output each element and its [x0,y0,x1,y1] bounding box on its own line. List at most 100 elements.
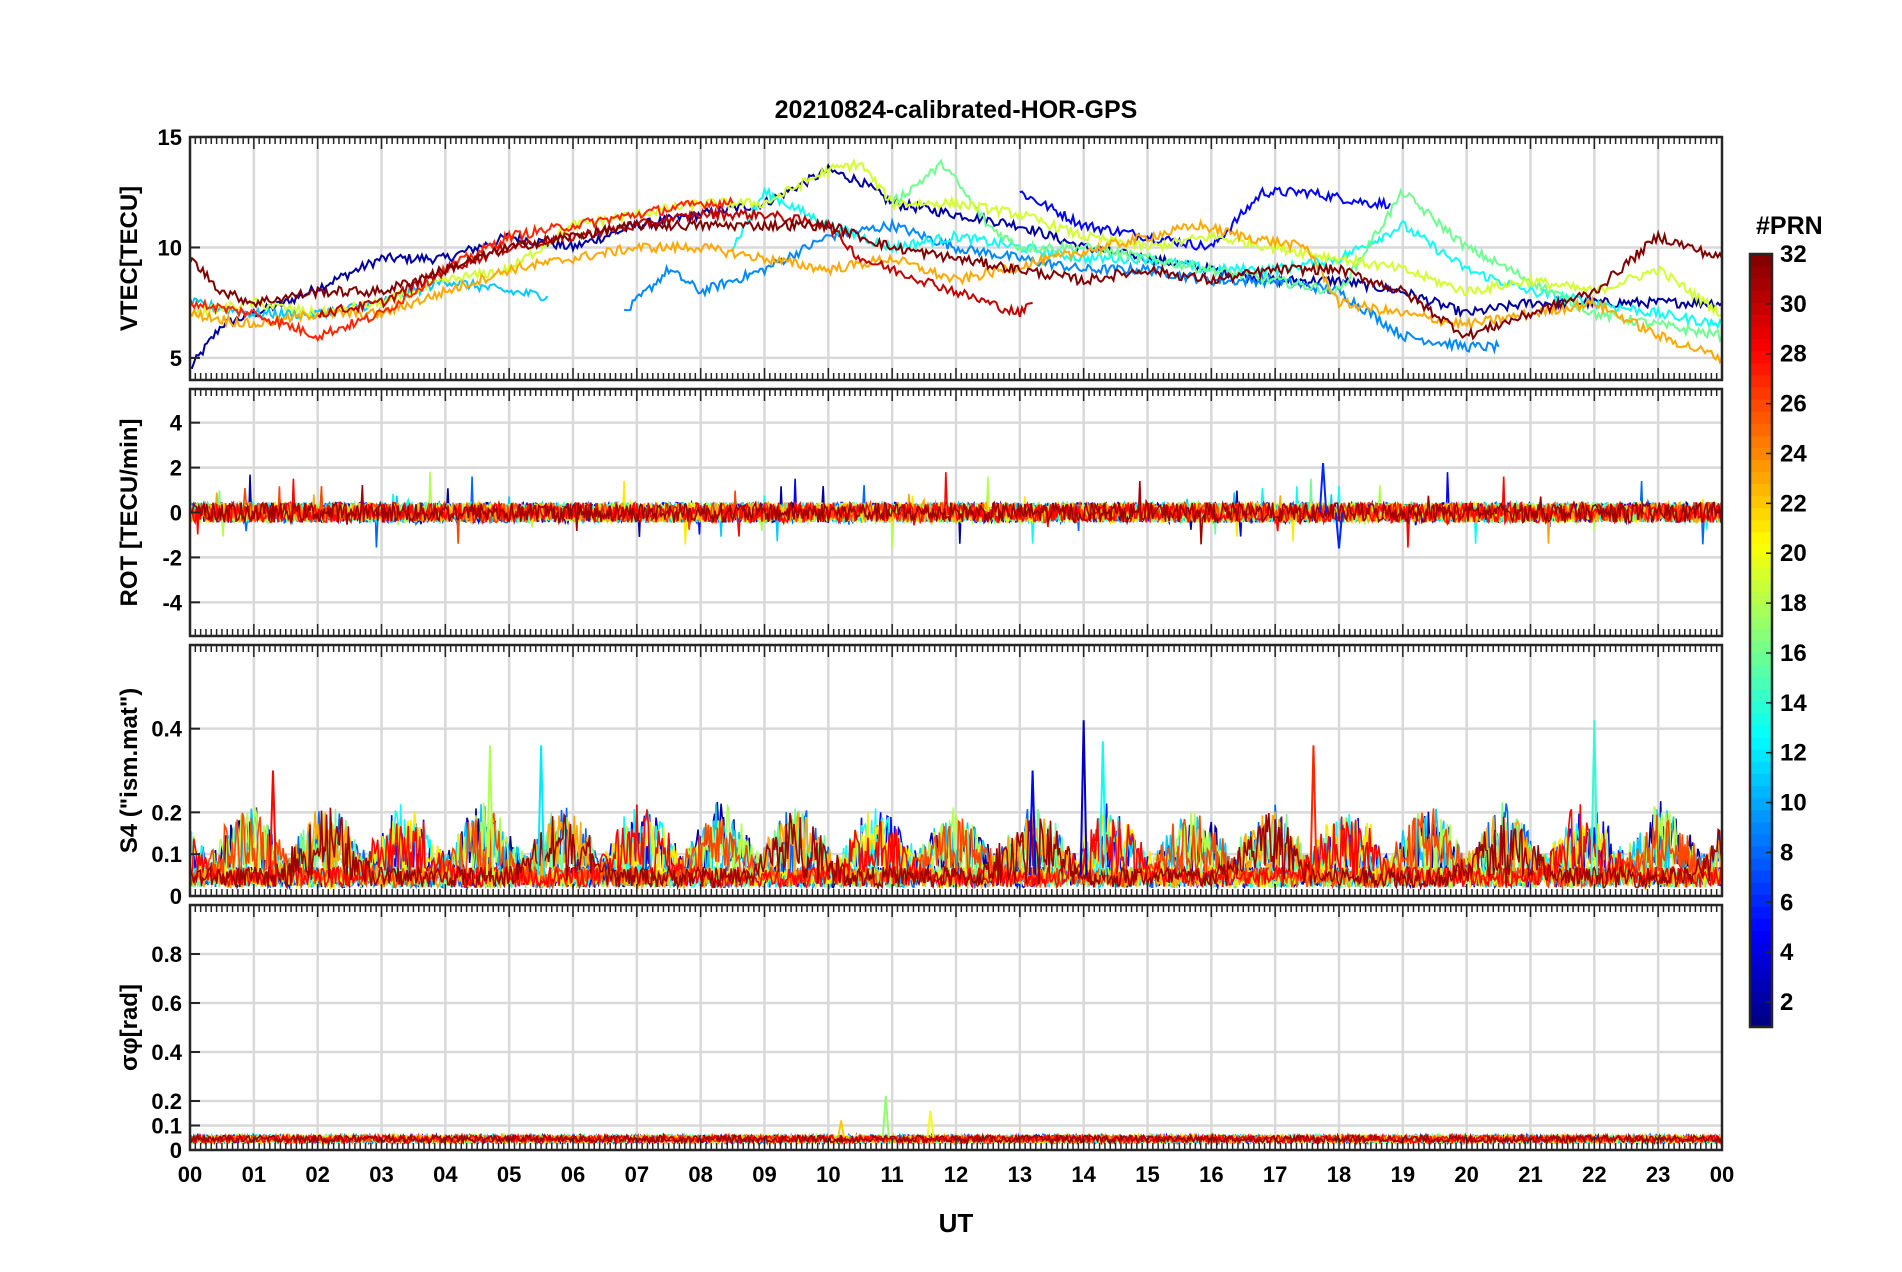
series-prn-16 [891,158,1722,344]
colorbar-segment [1750,543,1772,557]
colorbar-tick-label: 22 [1780,490,1807,517]
spike-min [1334,512,1344,549]
colorbar-tick-label: 8 [1780,839,1793,866]
colorbar-segment [1750,773,1772,787]
colorbar-tick-label: 18 [1780,590,1807,617]
spike-1 [486,745,495,876]
colorbar-tick-label: 28 [1780,341,1807,368]
panel-vtec: 5 10 15 VTEC[TECU] [116,125,1724,382]
x-tick-label: 05 [497,1162,521,1187]
x-tick-label: 17 [1263,1162,1287,1187]
x-tick-label: 00 [178,1162,202,1187]
y-tick-label: 0 [170,884,182,909]
colorbar-tick-label: 14 [1780,690,1807,717]
series-prn-31 [190,480,1722,545]
series-prn-26 [190,808,1722,891]
x-tick-label: 14 [1071,1162,1096,1187]
y-tick-label: 0.8 [151,942,182,967]
colorbar-segment [1750,1002,1772,1016]
colorbar-segment [1750,749,1772,762]
y-tick-label: 4 [170,411,183,436]
y-tick-label: 10 [158,235,182,260]
x-tick-label: 23 [1646,1162,1670,1187]
colorbar-segment [1750,930,1772,944]
colorbar-segment [1750,266,1772,279]
colorbar-segment [1750,398,1772,412]
spike-1 [926,1110,935,1138]
x-tick-label: 00 [1710,1162,1734,1187]
colorbar-segment [1750,966,1772,980]
colorbar-segment [1750,519,1772,533]
colorbar-segment [1750,350,1772,364]
y-tick-label: 0 [170,1138,182,1163]
x-tick-label: 12 [944,1162,968,1187]
colorbar-segment [1750,688,1772,702]
colorbar-segment [1750,604,1772,617]
y-axis-label: σφ[rad] [116,984,143,1071]
colorbar-tick-label: 12 [1780,740,1807,767]
y-tick-label: 0.6 [151,991,182,1016]
x-tick-label: 03 [369,1162,393,1187]
colorbar-tick-label: 6 [1780,889,1793,916]
y-axis-label: ROT [TECU/min] [116,419,143,607]
colorbar-tick-label: 10 [1780,790,1807,817]
x-tick-label: 04 [433,1162,458,1187]
y-tick-label: 0.2 [151,800,182,825]
colorbar-tick-label: 16 [1780,640,1807,667]
spike-5 [1098,741,1107,876]
x-tick-label: 13 [1008,1162,1032,1187]
x-tick-label: 09 [752,1162,776,1187]
colorbar-segment [1750,447,1772,460]
y-tick-label: 0.1 [151,842,182,867]
colorbar-tick-label: 4 [1780,939,1794,966]
colorbar-segment [1750,555,1772,569]
colorbar-segment [1750,785,1772,799]
spike-0 [268,770,277,876]
colorbar-segment [1750,664,1772,678]
colorbar-segment [1750,869,1772,883]
colorbar-segment [1750,906,1772,919]
y-tick-label: 2 [170,456,182,481]
panel-rot: -4 -2 0 2 4 ROT [TECU/min] [116,387,1724,638]
x-axis-label: UT [939,1208,974,1238]
y-tick-label: 0.2 [151,1089,182,1114]
colorbar-segment [1750,676,1772,690]
colorbar-segment [1750,809,1772,823]
colorbar-segment [1750,954,1772,968]
spike-3 [1028,770,1037,876]
colorbar-segment [1750,712,1772,726]
colorbar-segment [1750,568,1772,581]
series-prn-32 [190,217,1722,341]
y-tick-label: 15 [158,125,182,150]
colorbar-tick-label: 24 [1780,440,1807,467]
x-ticks [189,137,1723,380]
colorbar-label: #PRN [1756,212,1823,240]
colorbar-segment [1750,990,1772,1004]
x-tick-label: 10 [816,1162,840,1187]
colorbar-segment [1750,821,1772,835]
x-tick-label: 01 [242,1162,266,1187]
colorbar-segment [1750,411,1772,424]
series-prn-5 [1019,186,1391,251]
data-lines [190,157,1722,370]
colorbar-segment [1750,314,1772,328]
colorbar-segment [1750,278,1772,291]
colorbar-segment [1750,374,1772,388]
series-prn-11 [190,277,549,322]
x-tick-labels: 00 01 02 03 04 05 06 07 08 09 10 11 12 13 14 15 16 17 18 19… [178,1162,1734,1187]
colorbar-tick-label: 30 [1780,291,1807,318]
y-axis-label: VTEC[TECU] [116,186,143,331]
colorbar-segment [1750,435,1772,448]
colorbar-segment [1750,495,1772,509]
series-prn-2 [190,163,1722,370]
colorbar-segment [1750,483,1772,497]
colorbar-segment [1750,616,1772,630]
colorbar-tick-label: 26 [1780,391,1807,418]
colorbar-segment [1750,1014,1772,1028]
spike-7 [1590,720,1599,876]
colorbar-tick-label: 32 [1780,241,1807,268]
spike-2 [837,1120,846,1138]
colorbar-segment [1750,386,1772,400]
colorbar-segment [1750,338,1772,352]
